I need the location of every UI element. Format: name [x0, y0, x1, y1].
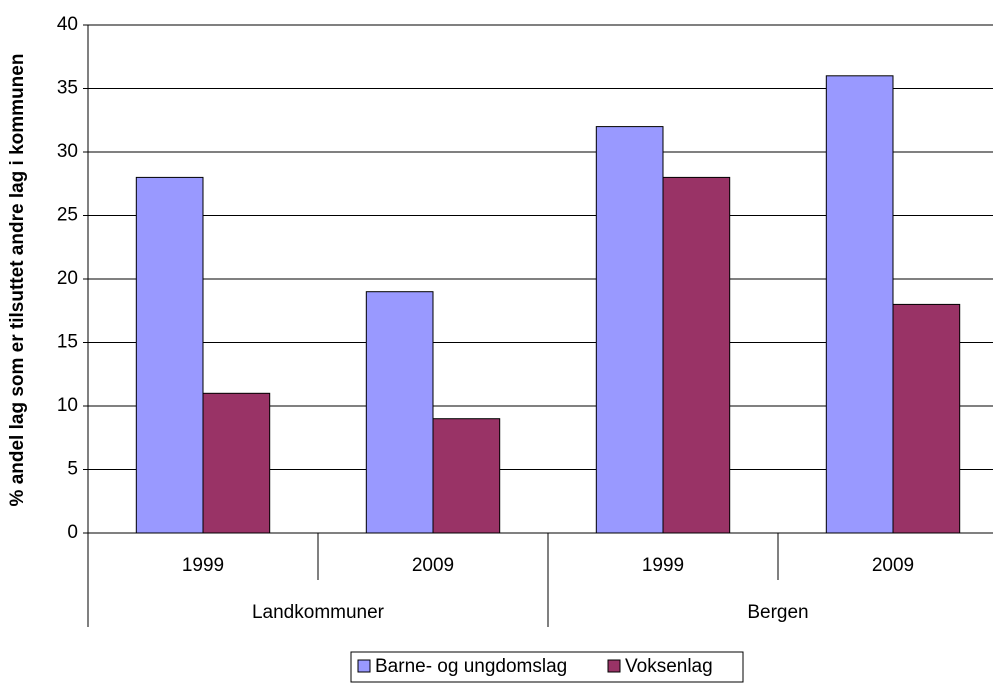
y-tick-label: 35: [57, 78, 78, 99]
y-tick-label: 5: [67, 459, 78, 480]
bar: [365, 291, 434, 534]
legend-swatch: [357, 659, 371, 673]
bar: [202, 392, 271, 534]
bar: [595, 126, 664, 534]
legend-box: [350, 651, 744, 683]
legend-swatch: [607, 659, 621, 673]
x-tick-label: 2009: [872, 555, 914, 576]
bar: [662, 176, 731, 534]
group-label: Bergen: [747, 602, 808, 623]
legend-label: Barne- og ungdomslag: [375, 656, 567, 677]
y-tick-label: 40: [57, 14, 78, 35]
y-axis-label: % andel lag som er tilsuttet andre lag i…: [7, 54, 28, 507]
x-tick-label: 1999: [642, 555, 684, 576]
y-tick-label: 10: [57, 395, 78, 416]
y-tick-label: 0: [67, 522, 78, 543]
x-tick-label: 1999: [182, 555, 224, 576]
bar: [432, 418, 501, 534]
bar: [825, 75, 894, 534]
y-tick-label: 20: [57, 268, 78, 289]
y-tick-label: 30: [57, 141, 78, 162]
bar: [892, 303, 961, 534]
legend-label: Voksenlag: [625, 656, 713, 677]
group-label: Landkommuner: [252, 602, 385, 623]
y-tick-label: 25: [57, 205, 78, 226]
x-tick-label: 2009: [412, 555, 454, 576]
bar: [135, 176, 204, 534]
y-tick-label: 15: [57, 332, 78, 353]
